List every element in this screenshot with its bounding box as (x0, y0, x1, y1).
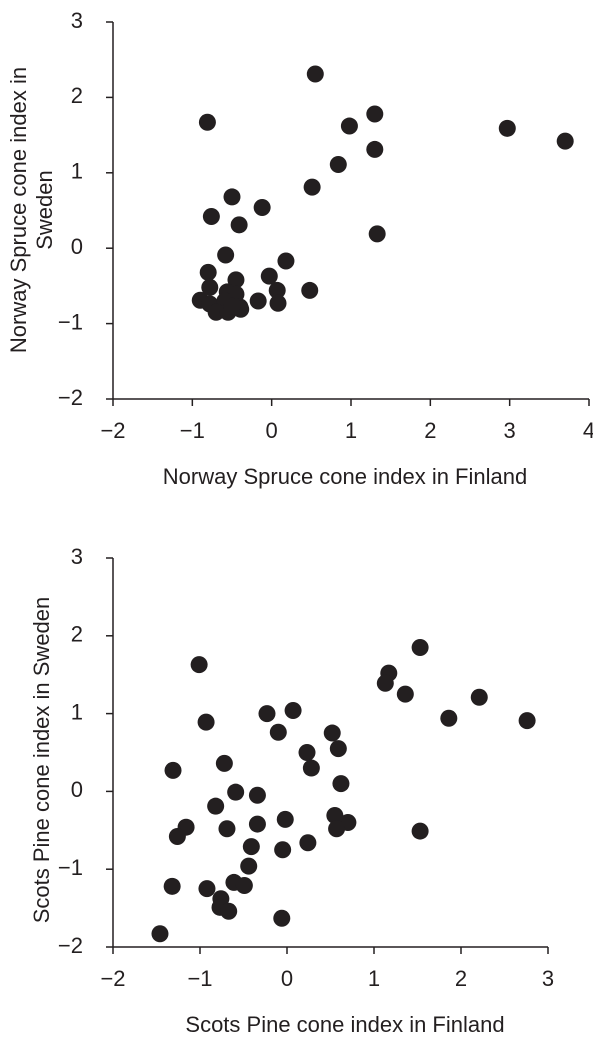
point (301, 281, 319, 299)
chart: −2 −1 0 1 2 3 −2 −1 0 1 2 3 4 (58, 8, 593, 443)
point (269, 294, 287, 312)
point (242, 838, 260, 856)
point (240, 857, 258, 875)
point (284, 701, 302, 719)
point (268, 281, 286, 299)
point (215, 754, 233, 772)
y-tick-label: 3 (71, 544, 83, 569)
point (498, 119, 516, 137)
point (168, 828, 186, 846)
y-tick-label: 0 (71, 234, 83, 259)
point (202, 208, 220, 226)
x-tick-label: 2 (455, 966, 467, 991)
point (518, 712, 536, 730)
point (366, 105, 384, 123)
x-tick-label: −2 (100, 418, 125, 443)
x-tick-label: 2 (424, 418, 436, 443)
point (227, 783, 245, 801)
y-tick-label: −2 (58, 385, 83, 410)
point (223, 188, 241, 206)
y-tick-label: 2 (71, 83, 83, 108)
y-tick-label: −1 (58, 309, 83, 334)
point (302, 759, 320, 777)
point (198, 880, 216, 898)
point (332, 775, 350, 793)
point (396, 685, 414, 703)
point (230, 216, 248, 234)
point (248, 815, 266, 833)
point (190, 656, 208, 674)
y-tick-label: 3 (71, 8, 83, 33)
x-tick-label: −1 (187, 966, 212, 991)
y-tick-label: 2 (71, 622, 83, 647)
chart: −2 −1 0 1 2 3 −2 −1 0 1 2 3 (58, 544, 554, 991)
point (207, 303, 225, 321)
point (366, 140, 384, 158)
point (329, 740, 347, 758)
x-tick-label: 1 (368, 966, 380, 991)
x-axis-label: Norway Spruce cone index in Finland (162, 464, 528, 489)
x-tick-label: 4 (583, 418, 593, 443)
x-tick-label: 3 (542, 966, 554, 991)
point (411, 822, 429, 840)
y-tick-label: −1 (58, 855, 83, 880)
point (198, 113, 216, 131)
point (274, 841, 292, 859)
point (273, 909, 291, 927)
x-tick-label: −2 (100, 966, 125, 991)
point (299, 834, 317, 852)
y-axis-label: Scots Pine cone index in Sweden (29, 596, 54, 924)
point (218, 820, 236, 838)
point (164, 761, 182, 779)
point (298, 744, 316, 761)
point (220, 902, 238, 920)
point (303, 178, 321, 196)
y-tick-label: −2 (58, 933, 83, 958)
x-tick-label: 0 (281, 966, 293, 991)
point (368, 225, 386, 243)
x-tick-label: −1 (180, 418, 205, 443)
point (248, 786, 266, 804)
chart-panel: −2 −1 0 1 2 3 −2 −1 0 1 2 3 Scots Pine cone index in… (0, 520, 593, 1039)
point (328, 820, 346, 838)
point (326, 807, 344, 825)
point (411, 638, 429, 656)
y-tick-label: 1 (71, 699, 83, 724)
chart-panel: −2 −1 0 1 2 3 −2 −1 0 1 2 3 4 Norway Spruce cone inde… (0, 0, 593, 510)
point (556, 132, 574, 150)
point (323, 724, 341, 742)
point (277, 252, 295, 270)
point (199, 263, 217, 281)
point (151, 925, 169, 943)
x-tick-label: 1 (345, 418, 357, 443)
point (217, 246, 235, 264)
point (340, 117, 358, 135)
x-tick-label: 3 (504, 418, 516, 443)
point (163, 877, 181, 895)
point (207, 797, 225, 815)
point (249, 292, 267, 310)
point (227, 271, 245, 289)
point (197, 713, 215, 731)
point (253, 198, 271, 216)
point (306, 65, 324, 83)
point (223, 297, 241, 315)
x-tick-label: 0 (266, 418, 278, 443)
point (470, 688, 488, 706)
point (235, 877, 253, 895)
point (276, 810, 294, 828)
point (329, 156, 347, 174)
point (201, 278, 219, 296)
y-tick-label: 0 (71, 777, 83, 802)
point (269, 723, 287, 741)
point (440, 709, 458, 727)
x-axis-label: Scots Pine cone index in Finland (185, 1012, 505, 1037)
point (376, 674, 394, 692)
y-axis-label: Norway Spruce cone index in Sweden (6, 66, 57, 354)
y-tick-label: 1 (71, 159, 83, 184)
point (258, 705, 276, 723)
point (260, 267, 278, 285)
